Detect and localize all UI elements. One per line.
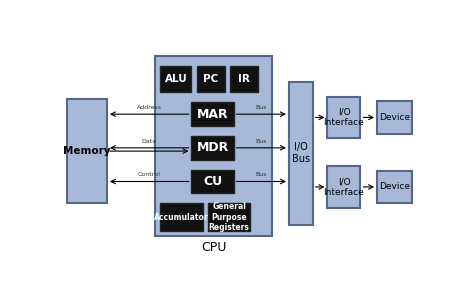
Bar [289,81,313,225]
Text: Accumulator: Accumulator [154,213,209,222]
Text: Data: Data [142,139,157,144]
Bar [328,166,360,208]
Bar [160,203,202,232]
Bar [160,67,191,92]
Bar [191,136,234,160]
Text: Device: Device [379,182,410,191]
Bar [191,169,234,193]
Text: MDR: MDR [197,141,229,154]
Text: General
Purpose
Registers: General Purpose Registers [209,202,250,232]
Text: Control: Control [138,173,161,177]
Text: IR: IR [238,74,250,84]
Bar [191,102,234,126]
Text: I/O
Interface: I/O Interface [324,177,365,197]
Text: CU: CU [203,175,222,188]
Text: I/O
Bus: I/O Bus [292,142,310,164]
Bar [230,67,258,92]
Bar [155,56,272,236]
Text: ALU: ALU [164,74,187,84]
Text: Bus: Bus [255,105,267,110]
Text: Bus: Bus [255,139,267,144]
Text: CPU: CPU [201,241,226,254]
Bar [197,67,225,92]
Text: Device: Device [379,113,410,122]
Bar [328,97,360,138]
Text: Bus: Bus [255,173,267,177]
Bar [377,171,412,203]
Text: Address: Address [137,105,162,110]
Bar [377,101,412,134]
Text: MAR: MAR [197,108,228,121]
Text: Memory: Memory [63,146,110,156]
Text: I/O
Interface: I/O Interface [324,108,365,127]
Text: PC: PC [203,74,219,84]
Bar [66,99,107,203]
Bar [208,203,250,232]
